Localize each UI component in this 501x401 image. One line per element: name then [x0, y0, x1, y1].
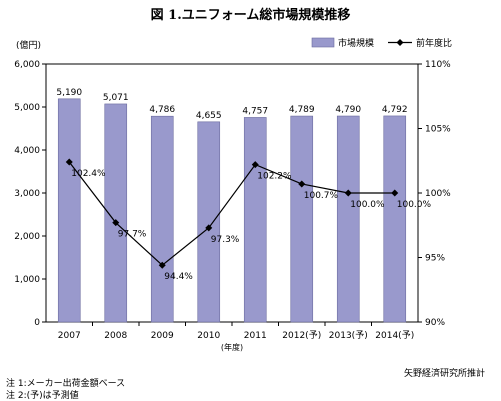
x-tick-label: 2012(予): [282, 330, 321, 341]
y-right-tick-label: 90%: [425, 318, 445, 328]
x-tick-label: 2008: [104, 331, 127, 341]
bar: [104, 103, 128, 323]
ratio-point: [391, 189, 399, 197]
footnote-2: 注 2:(予)は予測値: [6, 391, 79, 401]
bar-value-label: 5,071: [103, 93, 129, 103]
ratio-label: 94.4%: [164, 272, 193, 282]
y-left-tick-label: 1,000: [14, 275, 40, 285]
ratio-label: 97.7%: [118, 230, 147, 240]
bar-value-label: 4,786: [149, 105, 175, 115]
bar-value-label: 4,757: [242, 106, 268, 116]
y-left-tick-label: 3,000: [14, 189, 40, 199]
legend-bar-swatch: [311, 37, 335, 48]
y-left-tick-label: 2,000: [14, 232, 40, 242]
legend-line-label: 前年度比: [416, 37, 452, 49]
y-left-tick-label: 6,000: [14, 60, 40, 70]
ratio-point: [205, 224, 213, 232]
bar-value-label: 4,655: [196, 111, 222, 121]
x-axis-label: (年度): [221, 342, 243, 352]
bar: [197, 121, 221, 323]
bar: [243, 117, 267, 323]
x-tick-label: 2007: [58, 331, 81, 341]
bar: [150, 115, 174, 323]
ratio-point: [251, 161, 259, 169]
x-tick-label: 2010: [197, 331, 220, 341]
y-left-tick-label: 5,000: [14, 103, 40, 113]
ratio-label: 102.4%: [71, 169, 106, 179]
source-note: 矢野経済研究所推計: [403, 369, 485, 379]
y-right-tick-label: 100%: [425, 189, 451, 199]
y-left-tick-label: 0: [34, 318, 40, 328]
bar-value-label: 4,790: [335, 105, 361, 115]
legend-bar-label: 市場規模: [338, 37, 374, 49]
ratio-point: [158, 261, 166, 269]
x-tick-label: 2014(予): [375, 330, 414, 341]
legend-line-marker: [396, 39, 404, 46]
y-right-tick-label: 105%: [425, 125, 451, 135]
ratio-label: 100.0%: [350, 200, 385, 210]
footnote-1: 注 1:メーカー出荷金額ベース: [6, 379, 126, 389]
y-right-tick-label: 95%: [425, 254, 445, 264]
ratio-label: 100.7%: [304, 191, 339, 201]
y-left-axis-label: (億円): [16, 39, 41, 51]
y-left-tick-label: 4,000: [14, 146, 40, 156]
bar: [336, 115, 360, 323]
x-tick-label: 2013(予): [329, 330, 368, 341]
bar: [290, 115, 314, 323]
x-tick-label: 2009: [151, 331, 174, 341]
ratio-point: [298, 180, 306, 188]
bar-value-label: 4,792: [382, 105, 408, 115]
chart-title: 図 1.ユニフォーム総市場規模推移: [150, 8, 351, 23]
bar-value-label: 5,190: [56, 88, 82, 98]
ratio-label: 100.0%: [397, 200, 432, 210]
ratio-label: 97.3%: [211, 235, 240, 245]
ratio-point: [344, 189, 352, 197]
bar: [383, 115, 407, 323]
ratio-label: 102.2%: [257, 172, 292, 182]
y-right-tick-label: 110%: [425, 60, 451, 70]
ratio-point: [112, 219, 120, 227]
ratio-point: [65, 158, 73, 166]
ratio-line: [68, 161, 395, 267]
bar-value-label: 4,789: [289, 105, 315, 115]
bar: [57, 98, 81, 323]
x-tick-label: 2011: [244, 331, 267, 341]
